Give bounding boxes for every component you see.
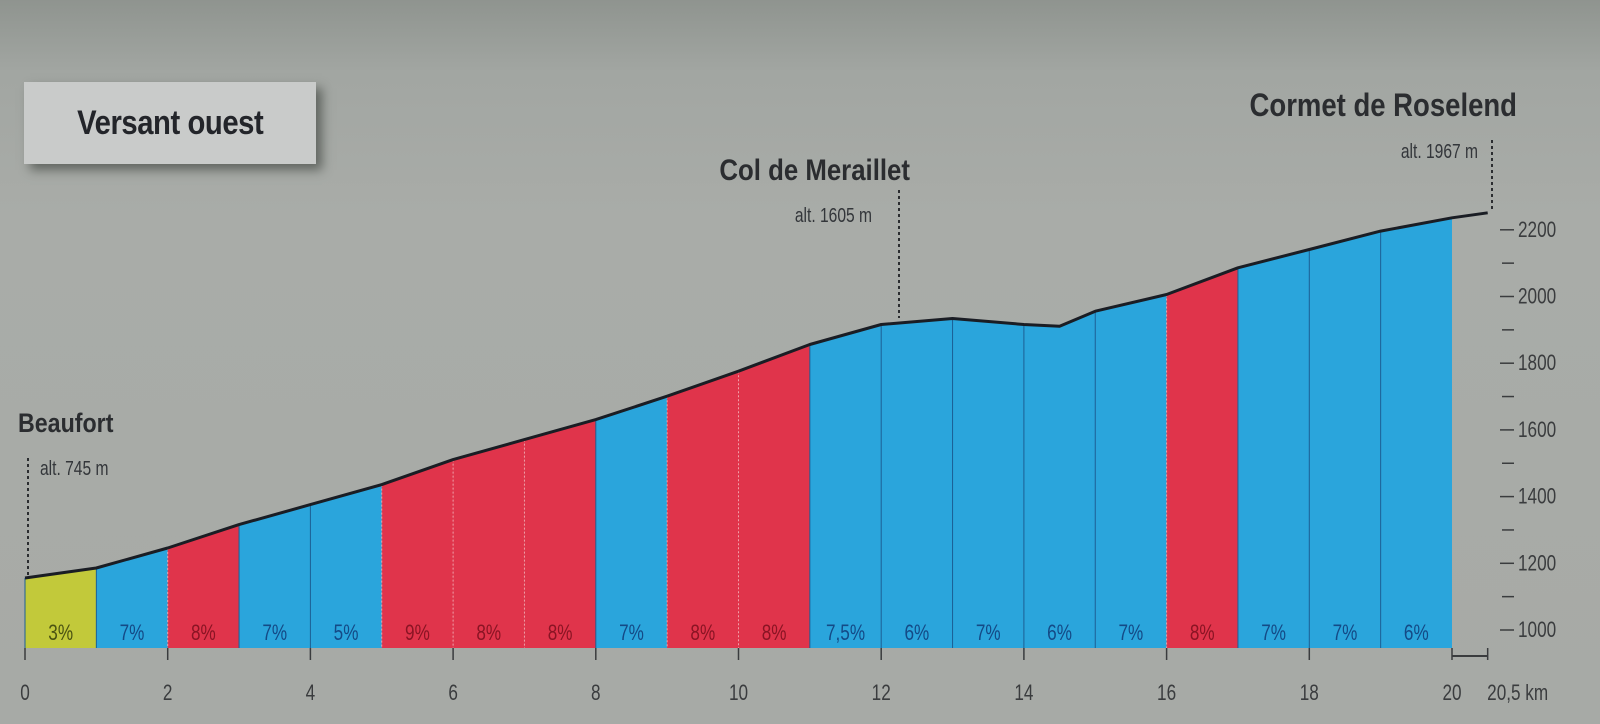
y-tick-label: 1400	[1518, 485, 1556, 510]
grade-label: 9%	[405, 621, 430, 646]
segment-km-14: 6%	[1023, 311, 1096, 648]
profile-line	[24, 211, 1488, 580]
grade-label: 7%	[120, 621, 145, 646]
place-annotation: Beaufort alt. 745 m	[18, 408, 114, 578]
place-altitude: alt. 1967 m	[1401, 140, 1478, 162]
y-tick-label: 2000	[1518, 285, 1556, 310]
y-tick-label: 1000	[1518, 618, 1556, 643]
place-annotation: Col de Meraillet alt. 1605 m	[719, 153, 910, 318]
grade-label: 7%	[1333, 621, 1358, 646]
grade-label: 7%	[262, 621, 287, 646]
x-tick-label: 6	[448, 681, 458, 706]
x-tick-label: 0	[20, 681, 30, 706]
grade-label: 6%	[1047, 621, 1072, 646]
place-name: Cormet de Roselend	[1250, 88, 1517, 123]
grade-label: 8%	[690, 621, 715, 646]
y-axis: 1000 1200 1400 1600 1800 2000 2200	[1500, 218, 1556, 643]
x-tick-label: 18	[1300, 681, 1319, 706]
segment-km-11: 7,5%	[809, 324, 882, 648]
x-tick-label: 2	[163, 681, 173, 706]
segment-km-7: 8%	[523, 419, 596, 648]
place-annotation: Cormet de Roselend alt. 1967 m	[1250, 88, 1517, 212]
grade-label: 3%	[48, 621, 73, 646]
title-box: Versant ouest	[24, 82, 316, 164]
x-tick-label: 14	[1014, 681, 1033, 706]
segment-km-4: 5%	[309, 484, 382, 648]
x-axis-end-label: 20,5 km	[1487, 681, 1548, 706]
segment-km-15: 7%	[1094, 294, 1167, 648]
y-tick-label: 1600	[1518, 418, 1556, 443]
segment-km-9: 8%	[666, 371, 739, 648]
place-altitude: alt. 1605 m	[795, 204, 872, 226]
segment-km-0: 3%	[24, 568, 97, 648]
grade-label: 6%	[1404, 621, 1429, 646]
grade-label: 8%	[476, 621, 501, 646]
grade-label: 8%	[548, 621, 573, 646]
chart-title: Versant ouest	[76, 103, 264, 142]
x-tick-label: 12	[872, 681, 891, 706]
x-tick-label: 20	[1442, 681, 1461, 706]
segment-km-17: 7%	[1237, 249, 1310, 648]
segment-km-10: 8%	[738, 344, 810, 648]
place-altitude: alt. 745 m	[40, 457, 108, 479]
segment-km-5: 9%	[381, 459, 454, 648]
grade-label: 8%	[1190, 621, 1215, 646]
grade-label: 7%	[619, 621, 644, 646]
grade-label: 7,5%	[826, 621, 865, 646]
y-tick-label: 1800	[1518, 351, 1556, 376]
segment-km-6: 8%	[452, 439, 525, 648]
grade-label: 7%	[1261, 621, 1286, 646]
segment-km-2: 8%	[167, 524, 239, 648]
x-tick-label: 8	[591, 681, 601, 706]
grade-label: 7%	[976, 621, 1001, 646]
segment-km-13: 7%	[952, 318, 1024, 648]
segment-km-19: 6%	[1380, 217, 1452, 649]
place-name: Col de Meraillet	[719, 153, 910, 186]
segment-km-12: 6%	[880, 318, 953, 648]
y-tick-label: 1200	[1518, 551, 1556, 576]
segment-km-1: 7%	[95, 548, 168, 648]
x-tick-label: 4	[306, 681, 316, 706]
grade-label: 6%	[904, 621, 929, 646]
grade-label: 8%	[762, 621, 787, 646]
grade-label: 8%	[191, 621, 216, 646]
x-axis: 0 2 4 6 8 10 12 14 16 18 20 20,5 km	[20, 648, 1548, 706]
segment-km-8: 7%	[595, 396, 668, 648]
segment-km-18: 7%	[1308, 231, 1381, 648]
segment-km-16: 8%	[1166, 267, 1238, 648]
x-tick-label: 16	[1157, 681, 1176, 706]
gradient-segments: 3% 7% 8% 7% 5% 9% 8% 8% 7% 8% 8% 7,5% 6% 7% 6% 7% 8% 7% 7%…	[24, 217, 1452, 649]
place-name: Beaufort	[18, 408, 114, 438]
y-tick-label: 2200	[1518, 218, 1556, 243]
grade-label: 7%	[1119, 621, 1144, 646]
segment-km-3: 7%	[238, 504, 311, 648]
grade-label: 5%	[334, 621, 359, 646]
x-tick-label: 10	[729, 681, 748, 706]
